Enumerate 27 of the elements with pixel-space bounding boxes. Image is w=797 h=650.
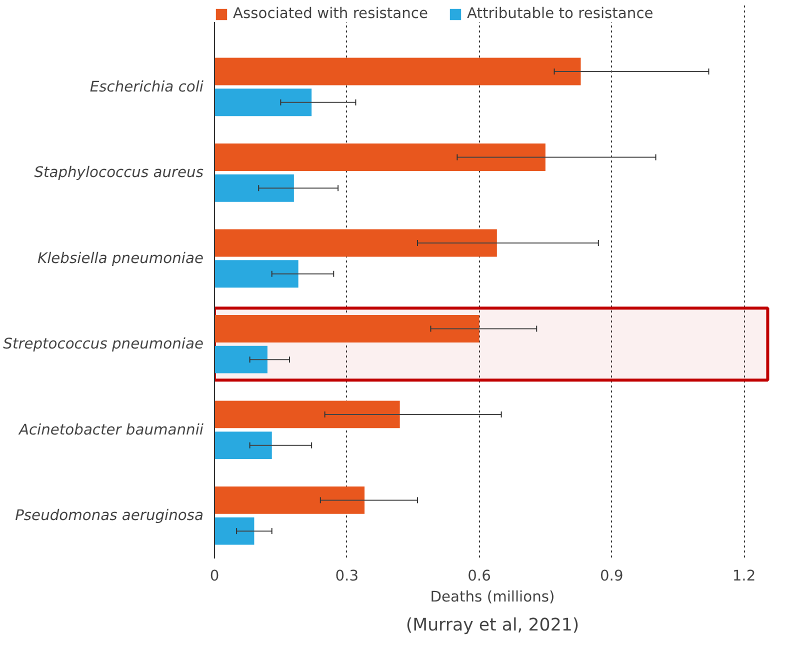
x-tick-label: 0.3	[335, 568, 359, 584]
bar	[214, 229, 497, 257]
x-tick-label: 1.2	[732, 568, 756, 584]
legend-label: Associated with resistance	[233, 5, 428, 22]
legend-label: Attributable to resistance	[467, 5, 654, 22]
bar	[214, 432, 272, 460]
y-tick-label: Acinetobacter baumannii	[18, 421, 204, 438]
bar	[214, 174, 294, 202]
x-axis-title: Deaths (millions)	[430, 588, 555, 606]
x-tick-label: 0	[210, 568, 220, 584]
bar	[214, 260, 298, 288]
bar	[214, 58, 581, 86]
bar	[214, 144, 546, 171]
y-tick-label: Klebsiella pneumoniae	[37, 250, 204, 267]
y-tick-label: Pseudomonas aeruginosa	[15, 507, 204, 524]
text: (Murray et al, 2021)	[406, 616, 580, 636]
x-tick-label: 0.6	[468, 568, 491, 584]
y-tick-label: Streptococcus pneumoniae	[3, 336, 204, 353]
bar	[214, 517, 254, 545]
bar	[214, 400, 400, 428]
bar	[214, 486, 365, 514]
y-tick-label: Escherichia coli	[90, 78, 204, 96]
y-tick-label: Staphylococcus aureus	[34, 164, 204, 182]
x-tick-label: 0.9	[600, 568, 624, 584]
bar	[214, 88, 312, 116]
bar	[214, 346, 268, 374]
bar	[214, 315, 480, 342]
